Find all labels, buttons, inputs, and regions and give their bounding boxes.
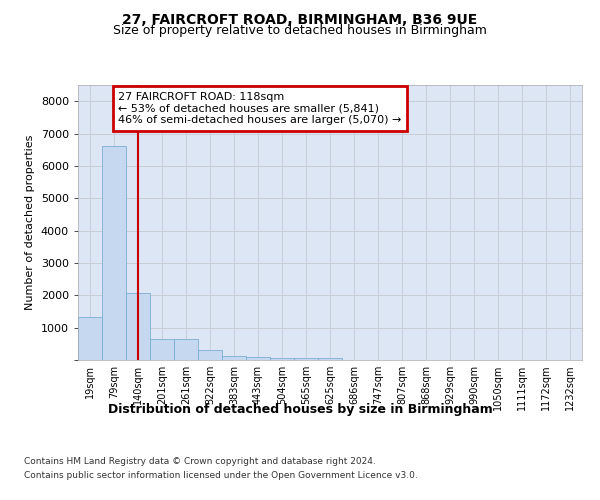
Text: 27, FAIRCROFT ROAD, BIRMINGHAM, B36 9UE: 27, FAIRCROFT ROAD, BIRMINGHAM, B36 9UE <box>122 12 478 26</box>
Y-axis label: Number of detached properties: Number of detached properties <box>25 135 35 310</box>
Bar <box>270 358 294 360</box>
Bar <box>198 350 222 360</box>
Bar <box>174 340 198 360</box>
Bar <box>78 318 102 360</box>
Bar <box>150 339 174 360</box>
Text: Contains HM Land Registry data © Crown copyright and database right 2024.: Contains HM Land Registry data © Crown c… <box>24 458 376 466</box>
Text: Distribution of detached houses by size in Birmingham: Distribution of detached houses by size … <box>107 402 493 415</box>
Bar <box>294 358 318 360</box>
Bar <box>102 146 126 360</box>
Bar <box>126 292 150 360</box>
Text: Contains public sector information licensed under the Open Government Licence v3: Contains public sector information licen… <box>24 471 418 480</box>
Text: Size of property relative to detached houses in Birmingham: Size of property relative to detached ho… <box>113 24 487 37</box>
Bar <box>222 356 246 360</box>
Bar <box>318 358 342 360</box>
Bar <box>246 357 270 360</box>
Text: 27 FAIRCROFT ROAD: 118sqm
← 53% of detached houses are smaller (5,841)
46% of se: 27 FAIRCROFT ROAD: 118sqm ← 53% of detac… <box>118 92 401 125</box>
